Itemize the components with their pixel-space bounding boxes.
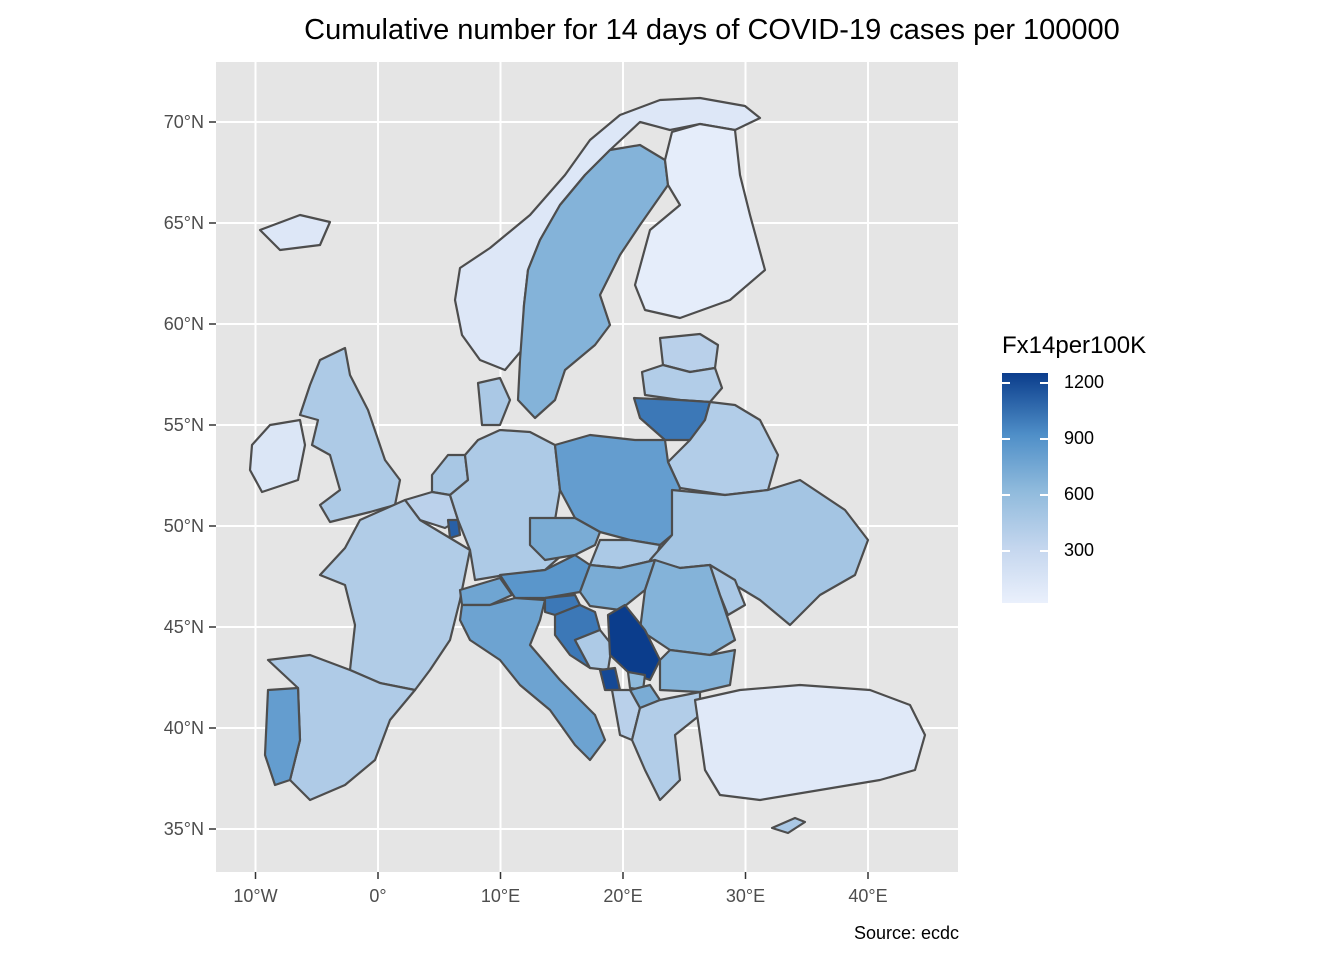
legend-tick [1040, 438, 1048, 440]
legend-tick [1002, 494, 1010, 496]
country-iceland [258, 213, 332, 252]
country-italy [458, 596, 607, 762]
country-united-kingdom [298, 346, 402, 524]
lat-tick-label: 60°N [164, 314, 204, 334]
lat-tick-label: 50°N [164, 516, 204, 536]
country-czechia [528, 516, 602, 562]
lon-axis: 10°W 0° 10°E 20°E 30°E 40°E [233, 872, 888, 906]
lat-tick-label: 70°N [164, 112, 204, 132]
lon-tick-label: 0° [369, 886, 386, 906]
legend-label: 300 [1064, 540, 1095, 560]
map-title: Cumulative number for 14 days of COVID-1… [304, 14, 1120, 46]
country-bosnia-and-herzegovina [573, 628, 614, 672]
country-luxembourg [446, 518, 462, 540]
country-finland [633, 122, 767, 320]
lat-tick-label: 40°N [164, 718, 204, 738]
lat-tick-label: 55°N [164, 415, 204, 435]
legend-tick [1002, 382, 1010, 384]
lon-tick-label: 20°E [603, 886, 642, 906]
lon-tick-label: 30°E [726, 886, 765, 906]
legend-tick [1002, 550, 1010, 552]
country-turkey [693, 683, 927, 802]
country-france [318, 498, 472, 692]
legend-tick [1040, 494, 1048, 496]
legend-label: 600 [1064, 484, 1095, 504]
legend-tick [1040, 550, 1048, 552]
country-romania [638, 558, 737, 657]
lon-tick-label: 40°E [848, 886, 887, 906]
country-sweden [516, 143, 670, 420]
legend-tick [1040, 382, 1048, 384]
country-serbia [606, 603, 662, 682]
country-greece [630, 690, 702, 802]
country-portugal [263, 686, 302, 787]
country-denmark [476, 376, 512, 427]
legend-title: Fx14per100K [1002, 332, 1147, 359]
lat-tick-label: 65°N [164, 213, 204, 233]
source-caption: Source: ecdc [853, 923, 959, 943]
country-bulgaria [658, 648, 737, 694]
country-latvia [640, 363, 724, 404]
country-cyprus [770, 816, 807, 835]
country-switzerland [458, 576, 514, 607]
lat-axis: 70°N 65°N 60°N 55°N 50°N 45°N 40°N 35°N [164, 112, 216, 839]
country-moldova [708, 563, 747, 617]
legend-label: 900 [1064, 428, 1095, 448]
lon-tick-label: 10°E [481, 886, 520, 906]
lat-tick-label: 35°N [164, 819, 204, 839]
legend-colorbar [1002, 373, 1048, 603]
legend-label: 1200 [1064, 372, 1105, 392]
lon-tick-label: 10°W [233, 886, 277, 906]
country-ireland [248, 418, 307, 494]
countries-layer [248, 96, 927, 835]
lat-tick-label: 45°N [164, 617, 204, 637]
legend-tick [1002, 438, 1010, 440]
